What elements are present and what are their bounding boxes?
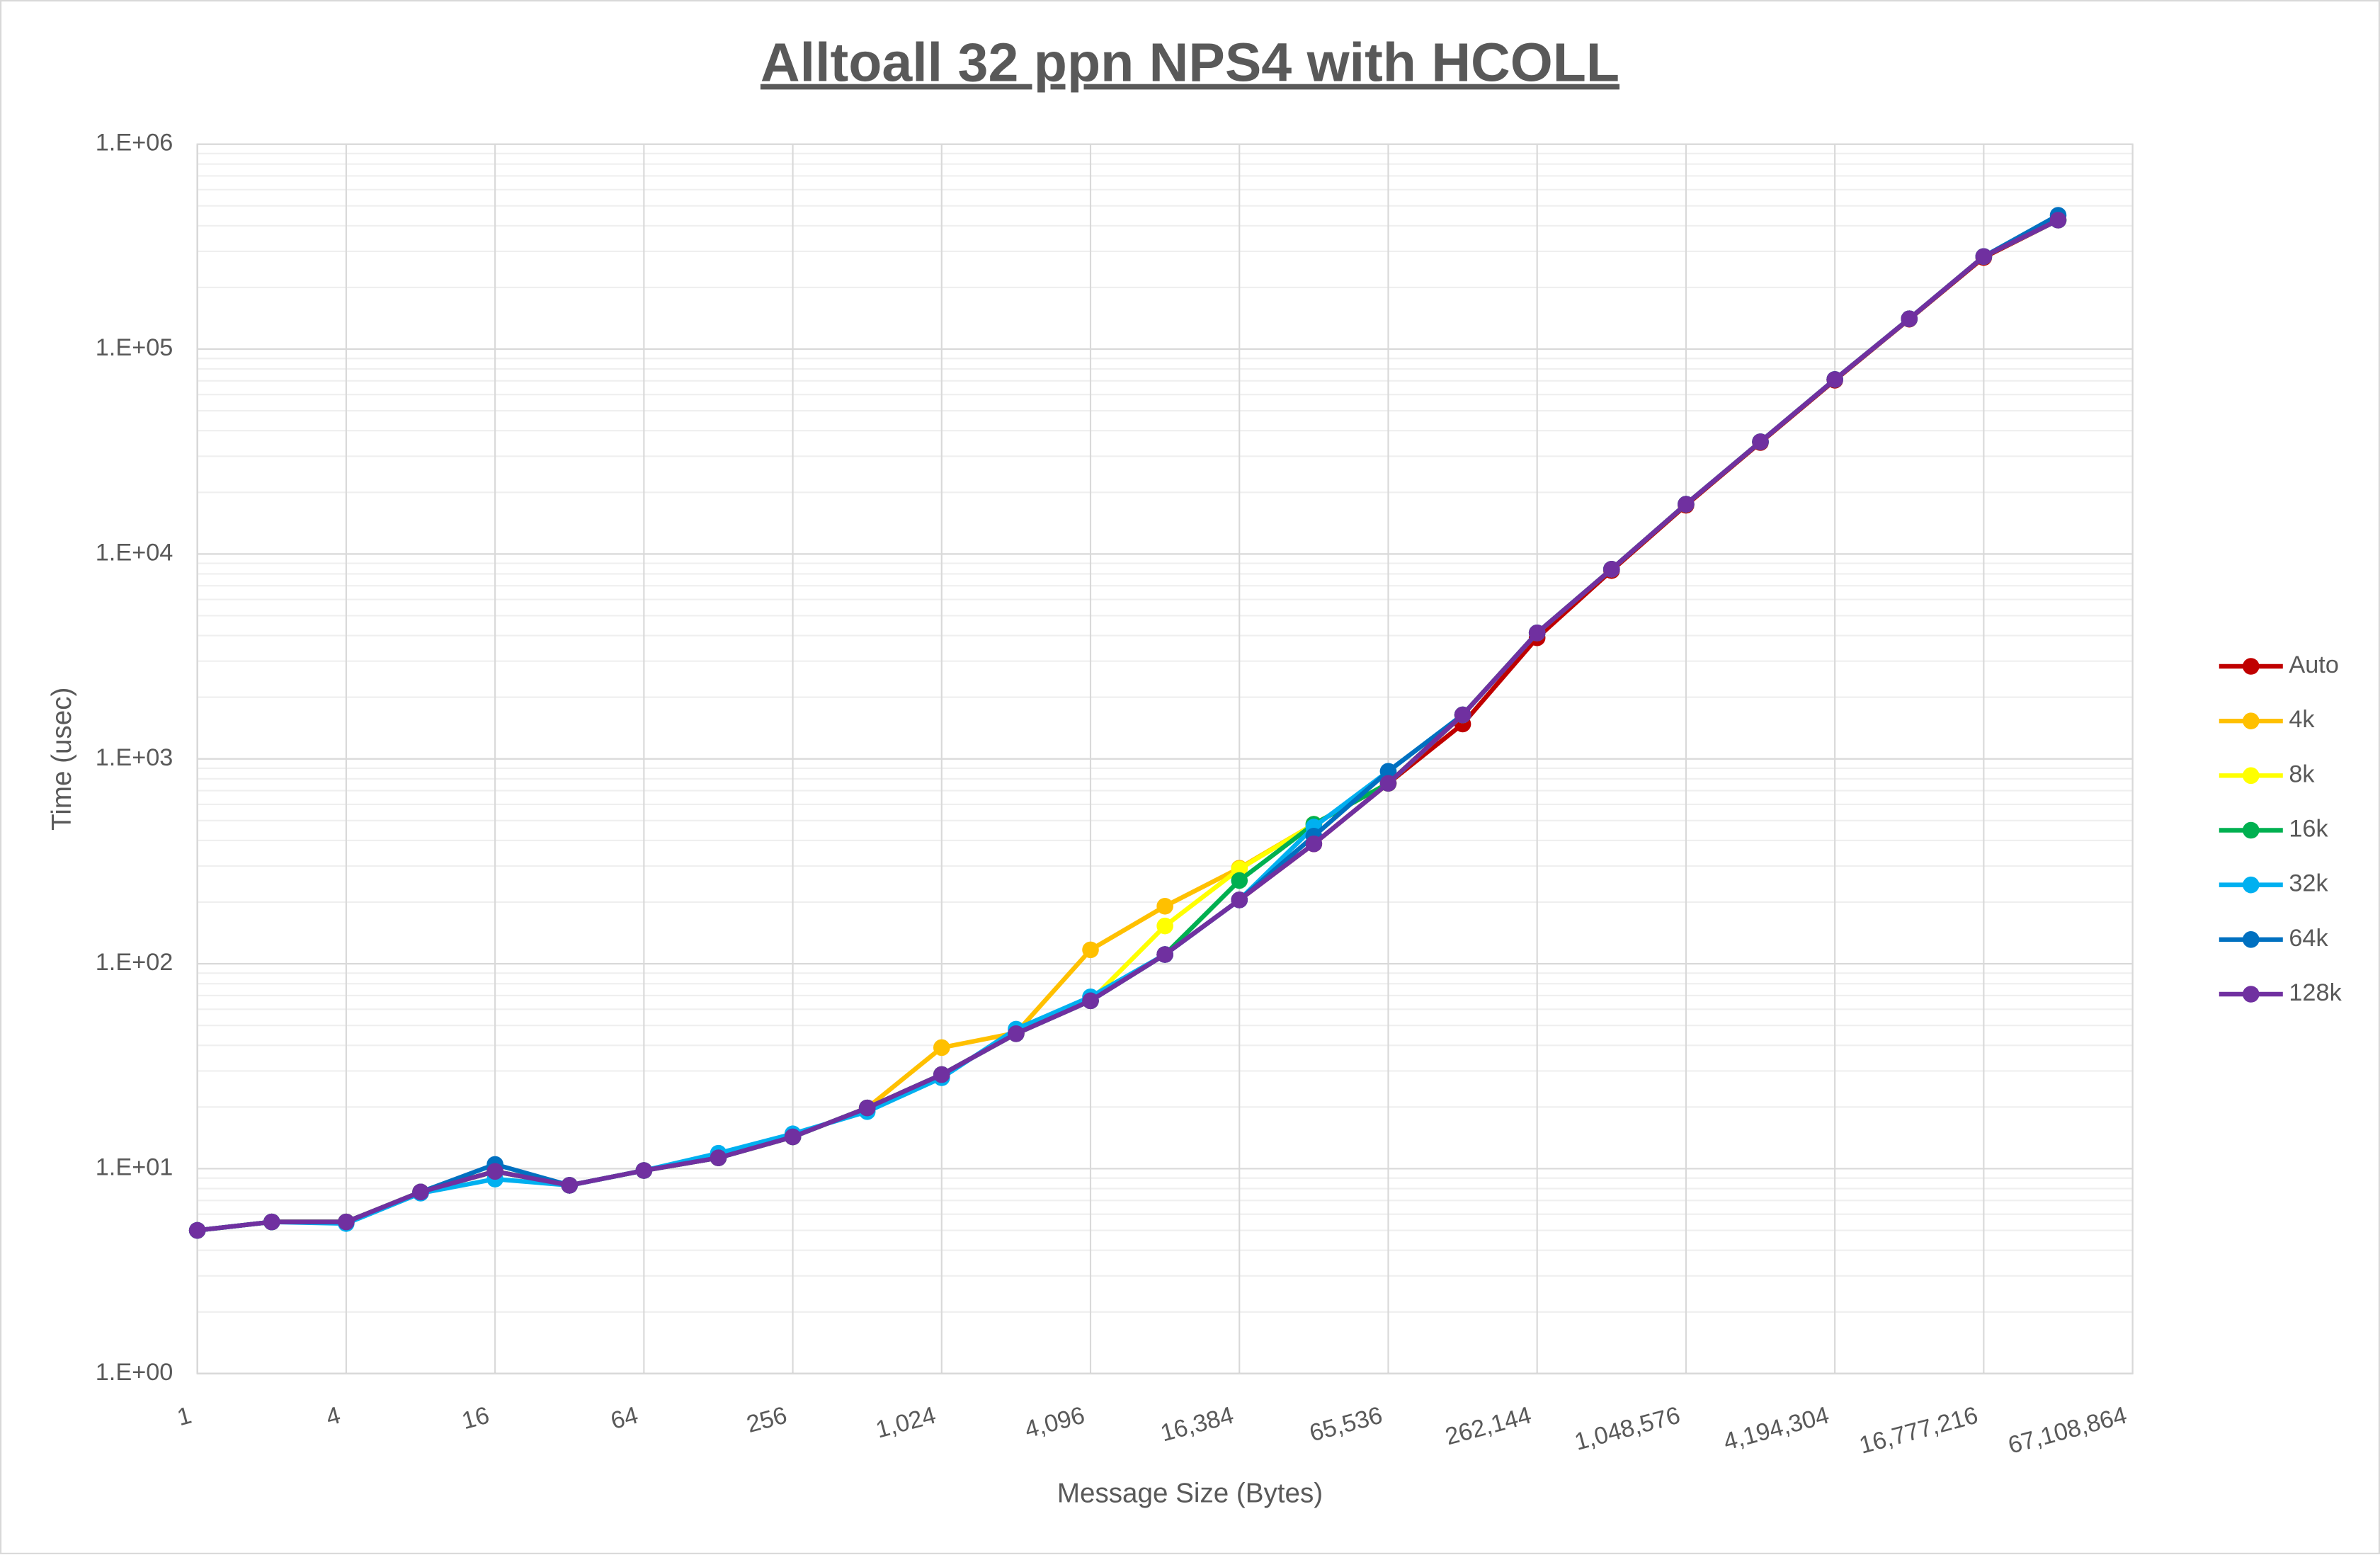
- legend-marker: [2243, 712, 2260, 729]
- data-point: [1231, 860, 1248, 878]
- x-tick-label: 16: [459, 1402, 492, 1435]
- data-point: [710, 1149, 727, 1166]
- data-point: [188, 1221, 206, 1239]
- chart-title: Alltoall 32 ppn NPS4 with HCOLL: [761, 33, 1619, 93]
- data-point: [1826, 371, 1843, 388]
- data-point: [1454, 706, 1471, 724]
- legend-label: 4k: [2289, 706, 2315, 733]
- data-point: [561, 1177, 579, 1194]
- data-point: [1082, 992, 1099, 1010]
- data-point: [1901, 310, 1918, 327]
- data-point: [1156, 898, 1173, 915]
- y-axis-label: Time (usec): [47, 688, 77, 831]
- data-point: [1975, 248, 1993, 266]
- y-tick-label: 1.E+00: [96, 1359, 173, 1386]
- legend-label: 8k: [2289, 761, 2315, 787]
- y-tick-label: 1.E+04: [96, 539, 173, 566]
- data-point: [1305, 835, 1323, 853]
- x-tick-label: 64: [608, 1402, 642, 1435]
- data-point: [1379, 763, 1397, 780]
- y-tick-label: 1.E+03: [96, 744, 173, 771]
- data-point: [1231, 872, 1248, 889]
- y-tick-label: 1.E+06: [96, 130, 173, 156]
- legend-label: 16k: [2289, 816, 2328, 843]
- y-tick-label: 1.E+02: [96, 949, 173, 976]
- legend-marker: [2243, 658, 2260, 675]
- plot-frame: [196, 143, 2134, 1374]
- data-point: [412, 1183, 429, 1201]
- legend-label: 64k: [2289, 925, 2328, 952]
- data-point: [1231, 892, 1248, 908]
- legend-marker: [2243, 821, 2260, 839]
- data-point: [1603, 561, 1620, 578]
- data-point: [784, 1128, 802, 1146]
- data-point: [1156, 946, 1173, 963]
- legend-label: 128k: [2289, 979, 2342, 1006]
- legend-marker: [2243, 767, 2260, 785]
- data-point: [1379, 775, 1397, 792]
- data-point: [263, 1213, 280, 1231]
- data-point: [933, 1066, 950, 1083]
- legend-marker: [2243, 876, 2260, 894]
- data-point: [933, 1039, 950, 1056]
- data-point: [858, 1099, 876, 1117]
- data-point: [338, 1213, 355, 1231]
- data-point: [1156, 917, 1173, 935]
- data-point: [1678, 496, 1695, 513]
- data-point: [1008, 1025, 1025, 1042]
- legend-label: 32k: [2289, 870, 2328, 897]
- data-point: [635, 1162, 653, 1179]
- series-line: [197, 217, 2059, 1233]
- x-axis-label: Message Size (Bytes): [1057, 1479, 1323, 1509]
- series: [188, 212, 2067, 1239]
- y-tick-label: 1.E+01: [96, 1154, 173, 1181]
- data-point: [1752, 433, 1769, 450]
- data-point: [486, 1163, 503, 1180]
- legend-marker: [2243, 931, 2260, 948]
- data-point: [1528, 625, 1546, 642]
- data-point: [2049, 212, 2067, 229]
- y-tick-label: 1.E+05: [96, 334, 173, 361]
- legend-marker: [2243, 986, 2260, 1003]
- legend-label: Auto: [2289, 651, 2339, 678]
- data-point: [1082, 941, 1099, 959]
